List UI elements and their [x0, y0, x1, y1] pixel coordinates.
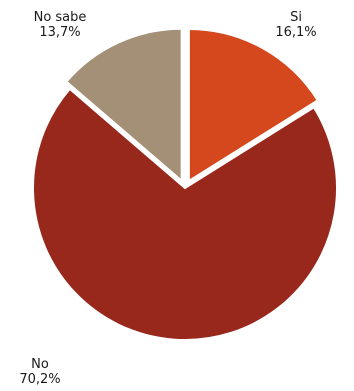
- slice-label-no-name: No: [31, 357, 49, 372]
- slice-label-no-value: 70,2%: [19, 372, 61, 387]
- pie-slice-no-sabe: [64, 27, 183, 183]
- slice-label-si: Si 16,1%: [261, 10, 331, 40]
- slice-label-no: No 70,2%: [10, 357, 70, 387]
- slice-label-no-sabe: No sabe 13,7%: [15, 10, 105, 40]
- pie-slice-si: [187, 27, 320, 183]
- slice-label-si-value: 16,1%: [275, 25, 317, 40]
- pie-slice-no: [32, 87, 338, 341]
- slice-label-si-name: Si: [290, 10, 302, 25]
- slice-label-no-sabe-value: 13,7%: [39, 25, 81, 40]
- slice-label-no-sabe-name: No sabe: [33, 10, 87, 25]
